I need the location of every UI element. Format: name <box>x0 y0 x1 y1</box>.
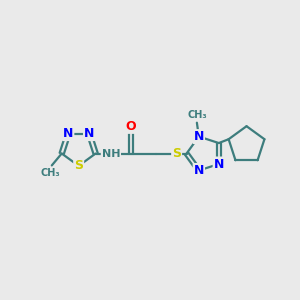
Text: NH: NH <box>102 148 120 158</box>
Text: S: S <box>74 159 83 172</box>
Text: N: N <box>194 130 204 143</box>
Text: S: S <box>172 147 181 160</box>
Text: N: N <box>63 127 74 140</box>
Text: N: N <box>214 158 224 170</box>
Text: O: O <box>125 120 136 133</box>
Text: CH₃: CH₃ <box>41 168 61 178</box>
Text: CH₃: CH₃ <box>187 110 207 120</box>
Text: N: N <box>84 127 94 140</box>
Text: N: N <box>194 164 204 177</box>
